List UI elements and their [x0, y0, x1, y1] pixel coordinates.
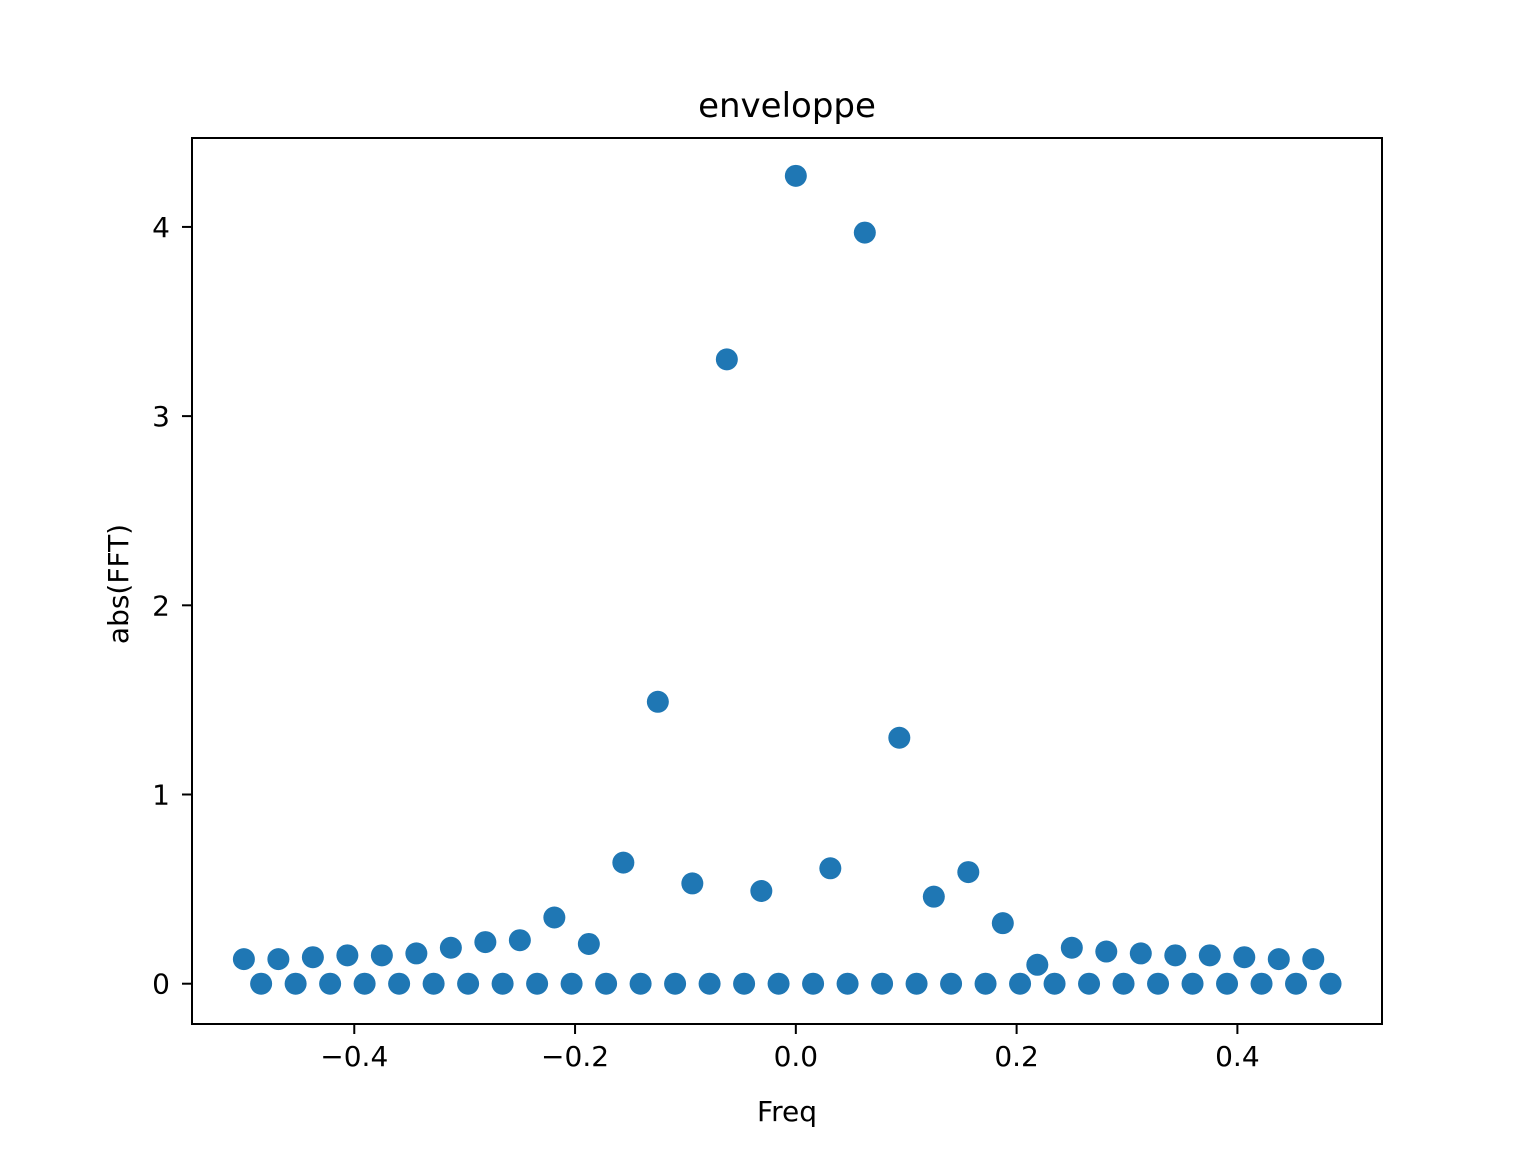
data-point	[1164, 944, 1187, 967]
data-point	[836, 972, 859, 995]
data-point	[1216, 972, 1239, 995]
data-point	[1267, 948, 1290, 971]
data-point	[560, 972, 583, 995]
data-point	[940, 972, 963, 995]
data-point	[733, 972, 756, 995]
data-point	[388, 972, 411, 995]
data-point	[1302, 948, 1325, 971]
x-tick-label: 0.0	[774, 1040, 819, 1073]
data-point	[595, 972, 618, 995]
data-point	[1026, 953, 1049, 976]
data-point	[871, 972, 894, 995]
data-point	[1233, 946, 1256, 969]
data-point	[698, 972, 721, 995]
data-point	[457, 972, 480, 995]
data-point	[577, 932, 600, 955]
data-point	[750, 880, 773, 902]
data-point	[1285, 972, 1308, 995]
data-point	[526, 972, 549, 995]
data-point	[232, 948, 255, 971]
data-point	[1319, 972, 1342, 995]
x-axis-label: Freq	[757, 1095, 817, 1128]
y-tick-label: 2	[152, 589, 170, 622]
data-point	[1095, 940, 1118, 963]
data-point	[1078, 972, 1101, 995]
data-point	[1250, 972, 1273, 995]
y-tick-label: 1	[152, 779, 170, 812]
data-point	[319, 972, 342, 995]
data-point	[888, 726, 911, 749]
data-point	[1009, 972, 1032, 995]
axis-ticks: −0.4 −0.2 0.0 0.2 0.4 0 1 2 3 4	[152, 211, 1259, 1073]
data-point	[629, 972, 652, 995]
data-point	[853, 221, 876, 244]
data-points	[232, 164, 1342, 995]
data-point	[612, 851, 635, 874]
data-point	[664, 972, 687, 995]
x-tick-label: −0.2	[541, 1040, 609, 1073]
data-point	[974, 972, 997, 995]
data-point	[439, 936, 462, 959]
data-point	[819, 857, 842, 880]
data-point	[508, 929, 531, 952]
data-point	[767, 972, 790, 995]
data-point	[784, 164, 807, 187]
data-point	[1060, 936, 1083, 959]
data-point	[1043, 972, 1066, 995]
data-point	[405, 942, 428, 965]
data-point	[491, 972, 514, 995]
data-point	[370, 944, 393, 967]
data-point	[474, 931, 497, 954]
plot-frame	[191, 137, 1383, 1025]
data-point	[715, 348, 738, 371]
data-point	[681, 872, 704, 895]
y-tick-label: 4	[152, 211, 170, 244]
data-point	[267, 948, 290, 971]
data-point	[284, 972, 307, 995]
x-tick-label: 0.2	[994, 1040, 1039, 1073]
data-point	[353, 972, 376, 995]
data-point	[301, 946, 324, 969]
data-point	[1147, 972, 1170, 995]
x-tick-label: 0.4	[1215, 1040, 1260, 1073]
data-point	[802, 972, 825, 995]
y-axis-label: abs(FFT)	[102, 524, 135, 644]
data-point	[1181, 972, 1204, 995]
data-point	[422, 972, 445, 995]
data-point	[250, 972, 273, 995]
data-point	[646, 690, 669, 713]
x-tick-label: −0.4	[320, 1040, 388, 1073]
data-point	[1198, 944, 1221, 967]
data-point	[336, 944, 359, 967]
data-point	[957, 861, 980, 884]
data-point	[922, 885, 945, 908]
data-point	[543, 906, 566, 929]
y-tick-label: 3	[152, 400, 170, 433]
data-point	[991, 912, 1014, 935]
data-point	[1112, 972, 1135, 995]
y-tick-label: 0	[152, 968, 170, 1001]
data-point	[905, 972, 928, 995]
data-point	[1129, 942, 1152, 965]
chart-title: enveloppe	[698, 86, 876, 126]
